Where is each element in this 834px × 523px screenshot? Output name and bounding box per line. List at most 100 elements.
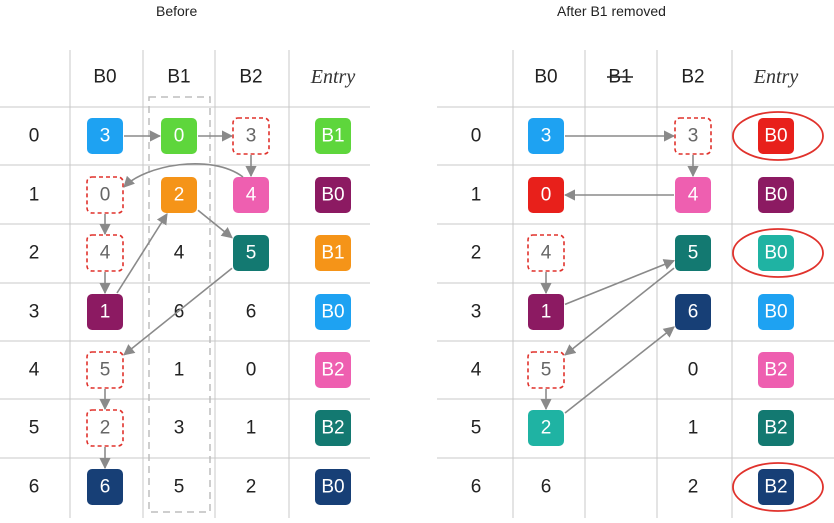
slot-box bbox=[87, 294, 123, 330]
entry-box bbox=[758, 118, 794, 154]
highlight-circle bbox=[732, 111, 824, 161]
slot-value: 2 bbox=[246, 477, 257, 498]
row-label: 2 bbox=[471, 243, 482, 264]
slot-value: 3 bbox=[246, 126, 257, 147]
slot-value: 3 bbox=[100, 126, 111, 147]
entry-label: B2 bbox=[321, 418, 344, 439]
entry-box bbox=[758, 410, 794, 446]
entry-label: B0 bbox=[321, 477, 344, 498]
slot-value: 0 bbox=[246, 360, 257, 381]
column-header-entry: Entry bbox=[753, 66, 799, 88]
entry-box bbox=[315, 235, 351, 271]
column-header-b2: B2 bbox=[681, 67, 704, 88]
row-label: 4 bbox=[471, 360, 482, 381]
slot-value: 2 bbox=[100, 418, 111, 439]
entry-box bbox=[758, 177, 794, 213]
row-label: 6 bbox=[29, 477, 40, 498]
entry-label: B1 bbox=[321, 126, 344, 147]
slot-box bbox=[233, 177, 269, 213]
entry-box bbox=[315, 410, 351, 446]
dashed-slot-box bbox=[527, 351, 565, 389]
slot-box bbox=[87, 469, 123, 505]
chain-arrow bbox=[123, 267, 233, 356]
row-label: 0 bbox=[29, 126, 40, 147]
row-label: 1 bbox=[29, 185, 40, 206]
slot-value: 5 bbox=[174, 477, 185, 498]
slot-box bbox=[528, 410, 564, 446]
row-label: 3 bbox=[29, 302, 40, 323]
slot-value: 6 bbox=[100, 477, 111, 498]
slot-value: 6 bbox=[246, 302, 257, 323]
column-header-b0: B0 bbox=[93, 67, 116, 88]
panel-title-before: Before bbox=[156, 3, 198, 19]
column-header-b1: B1 bbox=[167, 67, 190, 88]
slot-box bbox=[675, 294, 711, 330]
highlight-circle bbox=[732, 228, 824, 278]
row-label: 3 bbox=[471, 302, 482, 323]
slot-value: 5 bbox=[541, 360, 552, 381]
slot-box bbox=[675, 235, 711, 271]
entry-label: B2 bbox=[764, 418, 787, 439]
entry-box bbox=[758, 352, 794, 388]
entry-label: B0 bbox=[764, 302, 787, 323]
entry-label: B0 bbox=[764, 185, 787, 206]
chain-arrow bbox=[564, 259, 676, 306]
slot-value: 4 bbox=[688, 185, 699, 206]
row-label: 4 bbox=[29, 360, 40, 381]
slot-box bbox=[233, 235, 269, 271]
slot-value: 1 bbox=[100, 302, 111, 323]
slot-value: 0 bbox=[174, 126, 185, 147]
slot-value: 5 bbox=[100, 360, 111, 381]
slot-value: 4 bbox=[100, 243, 111, 264]
slot-value: 1 bbox=[541, 302, 552, 323]
dashed-slot-box bbox=[527, 234, 565, 272]
slot-value: 4 bbox=[174, 243, 185, 264]
column-header-b2: B2 bbox=[239, 67, 262, 88]
slot-value: 2 bbox=[688, 477, 699, 498]
dashed-slot-box bbox=[86, 234, 124, 272]
entry-box bbox=[315, 294, 351, 330]
slot-value: 5 bbox=[246, 243, 257, 264]
slot-value: 5 bbox=[688, 243, 699, 264]
slot-value: 3 bbox=[174, 418, 185, 439]
bucket-b1-outline bbox=[148, 96, 211, 513]
slot-value: 0 bbox=[100, 185, 111, 206]
entry-box bbox=[315, 177, 351, 213]
entry-box bbox=[758, 294, 794, 330]
entry-box bbox=[315, 352, 351, 388]
slot-value: 6 bbox=[541, 477, 552, 498]
slot-value: 4 bbox=[541, 243, 552, 264]
column-header-b0: B0 bbox=[534, 67, 557, 88]
table-grid-before bbox=[0, 50, 370, 518]
slot-box bbox=[528, 177, 564, 213]
slot-box bbox=[528, 294, 564, 330]
table-grid-after bbox=[437, 50, 834, 518]
slot-value: 0 bbox=[541, 185, 552, 206]
chain-arrow bbox=[564, 326, 675, 414]
slot-value: 6 bbox=[174, 302, 185, 323]
row-label: 5 bbox=[29, 418, 40, 439]
entry-box bbox=[315, 469, 351, 505]
entry-label: B0 bbox=[764, 243, 787, 264]
slot-box bbox=[161, 177, 197, 213]
entry-label: B2 bbox=[764, 360, 787, 381]
entry-label: B2 bbox=[321, 360, 344, 381]
dashed-slot-box bbox=[86, 176, 124, 214]
slot-value: 2 bbox=[541, 418, 552, 439]
slot-value: 3 bbox=[541, 126, 552, 147]
row-label: 1 bbox=[471, 185, 482, 206]
row-label: 0 bbox=[471, 126, 482, 147]
entry-box bbox=[315, 118, 351, 154]
dashed-slot-box bbox=[86, 351, 124, 389]
entry-label: B1 bbox=[321, 243, 344, 264]
slot-box bbox=[675, 177, 711, 213]
slot-value: 0 bbox=[688, 360, 699, 381]
slot-value: 2 bbox=[174, 185, 185, 206]
slot-value: 3 bbox=[688, 126, 699, 147]
slot-box bbox=[87, 118, 123, 154]
slot-value: 4 bbox=[246, 185, 257, 206]
dashed-slot-box bbox=[86, 409, 124, 447]
chain-arrow bbox=[564, 267, 675, 356]
entry-box bbox=[758, 469, 794, 505]
